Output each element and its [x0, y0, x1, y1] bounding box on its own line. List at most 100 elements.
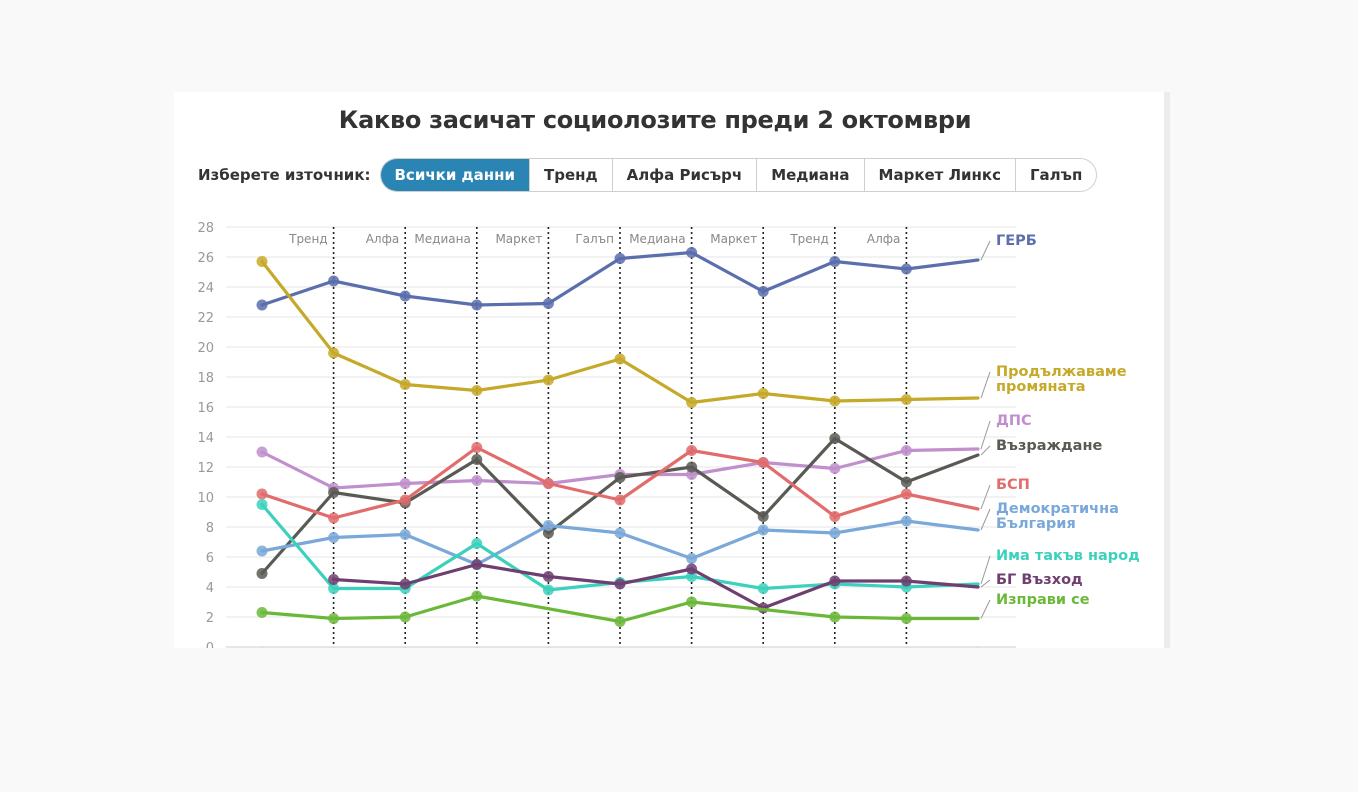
data-point: [829, 611, 841, 623]
data-point: [328, 583, 340, 594]
series: [256, 256, 980, 408]
line-chart: 0246810121416182022242628ТрендАлфаМедиан…: [197, 221, 1140, 648]
data-point: [399, 290, 411, 302]
label-leader: [980, 445, 991, 456]
series: [256, 247, 980, 311]
label-leader: [980, 420, 991, 450]
data-point: [256, 607, 268, 618]
data-point: [829, 575, 841, 587]
label-leader: [980, 579, 991, 588]
data-point: [757, 511, 769, 522]
series-label: Има такъв народ: [996, 548, 1140, 564]
data-point: [829, 511, 841, 522]
data-point: [686, 553, 698, 564]
source-button-group: Всички данни Тренд Алфа Рисърч Медиана М…: [379, 158, 1098, 192]
source-selector: Изберете източник: Всички данни Тренд Ал…: [198, 158, 1098, 192]
label-leader: [980, 371, 991, 399]
label-leader: [980, 508, 991, 531]
series-label: промяната: [996, 379, 1086, 395]
data-point: [757, 457, 769, 468]
data-point: [256, 499, 268, 510]
data-point: [686, 445, 698, 456]
source-button-mediana[interactable]: Медиана: [756, 159, 863, 191]
data-point: [471, 454, 483, 465]
data-point: [900, 263, 912, 275]
data-point: [471, 538, 483, 549]
data-point: [614, 494, 626, 506]
label-leader: [980, 240, 991, 261]
poll-marker-label: Маркет: [710, 232, 757, 246]
data-point: [686, 247, 698, 258]
data-point: [757, 583, 769, 594]
data-point: [686, 461, 698, 473]
data-point: [328, 613, 340, 624]
data-point: [614, 616, 626, 627]
source-button-all[interactable]: Всички данни: [380, 159, 530, 191]
data-point: [542, 374, 554, 386]
source-button-alpha[interactable]: Алфа Рисърч: [611, 159, 757, 191]
data-point: [542, 520, 554, 531]
data-point: [829, 527, 841, 539]
series-label: Възраждане: [996, 438, 1102, 454]
data-point: [900, 488, 912, 500]
data-point: [542, 571, 554, 582]
data-point: [328, 574, 340, 585]
poll-marker-label: Маркет: [495, 232, 542, 246]
y-tick-label: 14: [197, 431, 214, 446]
data-point: [686, 596, 698, 608]
series-label: България: [996, 516, 1076, 532]
data-point: [399, 578, 411, 590]
series-line: [332, 562, 980, 610]
series: [256, 433, 980, 579]
label-leader: [980, 484, 991, 510]
data-point: [399, 611, 411, 623]
data-point: [900, 445, 912, 456]
y-tick-label: 6: [206, 551, 214, 566]
data-point: [614, 253, 626, 264]
data-point: [900, 575, 912, 587]
data-point: [471, 590, 483, 602]
series-label: Изправи се: [996, 592, 1090, 608]
data-point: [829, 433, 841, 444]
data-point: [328, 532, 340, 543]
data-point: [471, 385, 483, 396]
data-point: [328, 487, 340, 498]
data-point: [542, 478, 554, 489]
data-point: [328, 275, 340, 287]
data-point: [614, 578, 626, 590]
data-point: [256, 545, 268, 557]
source-button-gallup[interactable]: Галъп: [1015, 159, 1096, 191]
y-tick-label: 10: [197, 491, 214, 506]
series-label: ГЕРБ: [996, 233, 1037, 249]
data-point: [256, 299, 268, 311]
y-tick-label: 18: [197, 371, 214, 386]
y-tick-label: 26: [197, 251, 214, 266]
selector-label: Изберете източник:: [198, 166, 371, 184]
data-point: [900, 515, 912, 527]
data-point: [757, 286, 769, 297]
y-tick-label: 20: [197, 341, 214, 356]
label-leader: [980, 599, 991, 619]
series-label: ДПС: [996, 413, 1032, 429]
series-label: Демократична: [996, 501, 1119, 517]
poll-marker-label: Тренд: [288, 232, 327, 246]
poll-marker-label: Алфа: [867, 232, 901, 246]
series-label: БСП: [996, 477, 1030, 493]
series: [256, 590, 980, 627]
source-button-market-links[interactable]: Маркет Линкс: [863, 159, 1015, 191]
poll-marker-label: Галъп: [575, 232, 614, 246]
y-tick-label: 8: [206, 521, 214, 536]
data-point: [829, 463, 841, 474]
data-point: [829, 256, 841, 267]
source-button-trend[interactable]: Тренд: [529, 159, 612, 191]
y-tick-label: 2: [206, 611, 214, 626]
data-point: [471, 475, 483, 486]
data-point: [614, 472, 626, 483]
series: [256, 515, 980, 570]
data-point: [829, 395, 841, 407]
chart-card: Какво засичат социолозите преди 2 октомв…: [174, 92, 1170, 648]
data-point: [542, 298, 554, 309]
series-label: БГ Възход: [996, 572, 1083, 588]
data-point: [399, 478, 411, 489]
